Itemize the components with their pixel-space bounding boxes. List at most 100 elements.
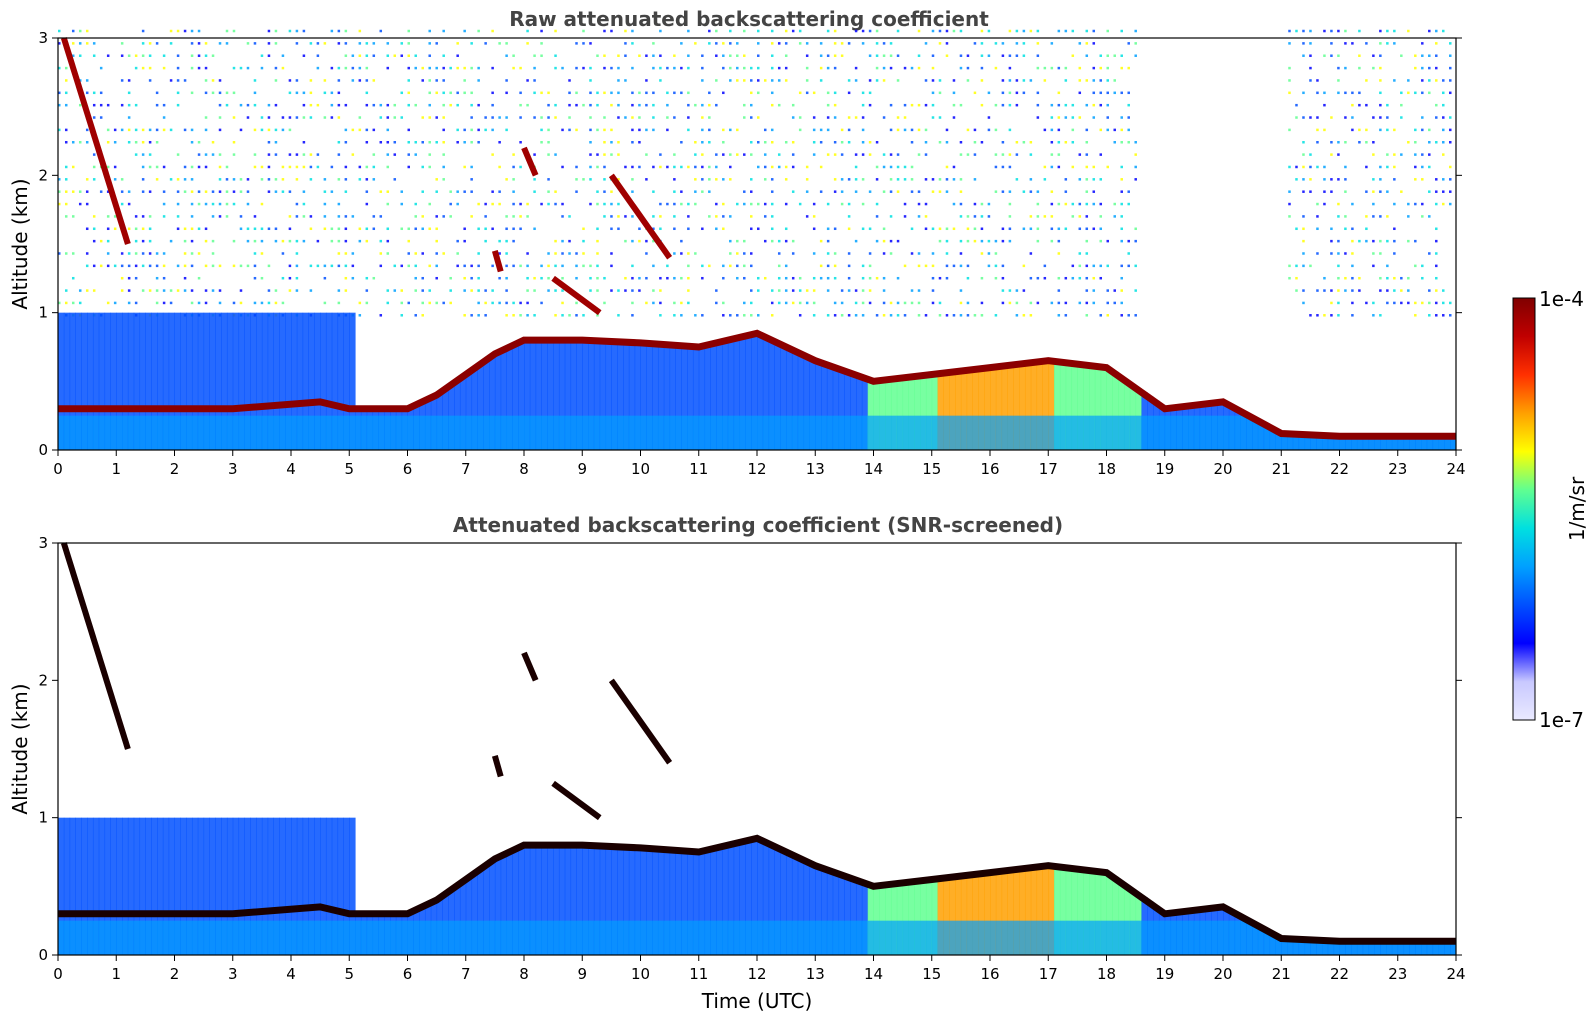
noise-speck: [85, 178, 89, 181]
noise-speck: [400, 190, 404, 193]
noise-speck: [645, 239, 648, 243]
noise-speck: [295, 252, 299, 255]
noise-speck: [372, 178, 376, 181]
panel-title: Raw attenuated backscattering coefficien…: [509, 7, 989, 31]
noise-speck: [1085, 54, 1089, 57]
noise-speck: [1001, 264, 1005, 268]
noise-speck: [924, 264, 928, 268]
noise-speck: [1043, 128, 1047, 132]
noise-speck: [889, 165, 893, 169]
noise-speck: [554, 264, 557, 268]
surface-layer: [401, 920, 408, 955]
noise-speck: [162, 128, 166, 132]
noise-speck: [784, 178, 788, 181]
noise-speck: [1127, 128, 1130, 132]
noise-speck: [715, 42, 718, 45]
noise-speck: [1344, 215, 1347, 218]
noise-speck: [589, 42, 592, 45]
noise-speck: [784, 301, 788, 305]
noise-speck: [722, 301, 725, 305]
noise-speck: [770, 128, 774, 132]
noise-speck: [393, 264, 397, 268]
surface-layer: [430, 415, 438, 450]
noise-speck: [1393, 202, 1396, 206]
noise-speck: [463, 314, 466, 317]
noise-speck: [631, 190, 634, 193]
noise-speck: [463, 190, 466, 193]
noise-speck: [1400, 91, 1403, 95]
noise-speck: [155, 289, 159, 292]
noise-speck: [784, 79, 788, 82]
noise-speck: [407, 153, 410, 156]
y-tick-label: 1: [38, 809, 48, 827]
noise-speck: [344, 239, 348, 243]
noise-speck: [78, 289, 82, 292]
noise-speck: [561, 239, 564, 243]
aerosol-column: [1094, 366, 1102, 450]
aerosol-column: [221, 312, 228, 450]
noise-speck: [463, 79, 466, 82]
noise-speck: [931, 116, 935, 119]
surface-layer: [506, 920, 513, 955]
noise-speck: [78, 202, 82, 206]
aerosol-column: [180, 817, 187, 955]
noise-speck: [966, 276, 970, 280]
noise-speck: [722, 276, 725, 280]
noise-speck: [575, 314, 578, 317]
surface-layer: [1223, 920, 1230, 955]
aerosol-column: [320, 817, 327, 955]
noise-speck: [477, 128, 480, 132]
noise-speck: [617, 91, 620, 95]
noise-speck: [1078, 66, 1082, 70]
noise-speck: [861, 202, 865, 206]
surface-layer: [879, 920, 886, 955]
noise-speck: [253, 42, 257, 45]
aerosol-column: [687, 346, 694, 450]
noise-speck: [966, 239, 970, 243]
aerosol-column: [931, 374, 939, 450]
noise-speck: [302, 215, 306, 218]
noise-speck: [533, 178, 536, 181]
aerosol-column: [122, 312, 129, 450]
surface-layer: [273, 415, 280, 450]
surface-layer: [617, 920, 624, 955]
noise-speck: [372, 79, 376, 82]
noise-speck: [190, 141, 194, 144]
noise-speck: [826, 289, 830, 292]
noise-speck: [442, 116, 445, 119]
x-tick-label: 13: [806, 460, 825, 478]
noise-speck: [1001, 42, 1005, 45]
noise-speck: [1050, 42, 1054, 45]
noise-speck: [743, 314, 746, 317]
noise-speck: [281, 54, 285, 57]
aerosol-column: [81, 312, 88, 450]
noise-speck: [141, 190, 145, 193]
surface-layer: [786, 920, 793, 955]
noise-speck: [232, 202, 236, 206]
surface-layer: [58, 415, 65, 450]
noise-speck: [1036, 190, 1040, 193]
noise-speck: [743, 301, 746, 305]
noise-speck: [1085, 79, 1089, 82]
noise-speck: [1036, 66, 1040, 70]
noise-speck: [1337, 264, 1340, 268]
surface-layer: [920, 415, 927, 450]
noise-speck: [92, 289, 96, 292]
noise-speck: [169, 79, 173, 82]
noise-speck: [344, 276, 348, 280]
aerosol-column: [960, 371, 968, 450]
noise-speck: [1134, 42, 1137, 45]
surface-layer: [1380, 941, 1387, 955]
aerosol-column: [1030, 867, 1038, 955]
noise-speck: [1071, 202, 1075, 206]
noise-speck: [484, 227, 487, 231]
x-tick-label: 7: [461, 965, 471, 983]
aerosol-column: [902, 377, 909, 450]
noise-speck: [428, 29, 431, 33]
noise-speck: [71, 165, 75, 169]
noise-speck: [337, 202, 341, 206]
noise-speck: [456, 54, 459, 57]
noise-speck: [659, 29, 662, 33]
noise-speck: [64, 289, 68, 292]
aerosol-column: [675, 345, 682, 450]
